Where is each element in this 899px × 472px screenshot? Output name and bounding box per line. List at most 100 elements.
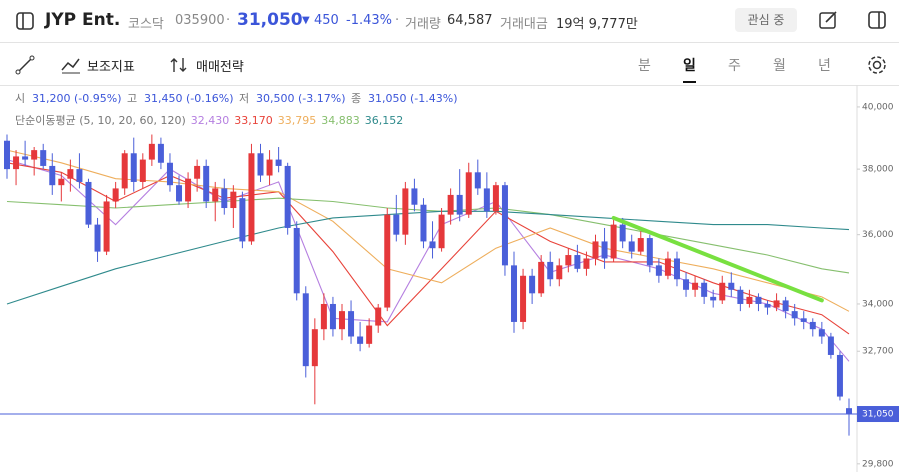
candle-body: [465, 172, 472, 215]
down-arrow: ▼: [302, 15, 310, 26]
candle-body: [628, 241, 635, 252]
candle-body: [302, 293, 309, 367]
candle-body: [818, 329, 825, 337]
candle-body: [130, 153, 137, 182]
candle-body: [166, 162, 173, 186]
period-tab[interactable]: 주: [728, 58, 741, 74]
candle-body: [592, 241, 599, 259]
market: 코스닥: [128, 17, 164, 32]
stock-name: JYP Ent.: [45, 10, 121, 30]
code: 035900: [175, 13, 225, 28]
candle-body: [474, 172, 481, 189]
candle-body: [248, 153, 255, 242]
period-tab[interactable]: 년: [818, 58, 831, 74]
sidebar-icon[interactable]: [16, 12, 34, 30]
ohlc-label: 시: [15, 92, 25, 105]
watch-button[interactable]: 관심 중: [735, 8, 797, 32]
change: 450: [314, 13, 339, 28]
candle-body: [103, 201, 110, 252]
candle-body: [773, 300, 780, 308]
ma-legend-value: 36,152: [365, 114, 404, 127]
draw-icon[interactable]: [818, 10, 838, 30]
candle-body: [49, 165, 56, 186]
separator: ·: [226, 13, 231, 28]
strategy-icon[interactable]: [168, 55, 192, 75]
volume: 64,587: [447, 13, 493, 28]
candle-body: [701, 282, 708, 297]
candle-body: [601, 241, 608, 259]
ma-legend-value: 32,430: [191, 114, 230, 127]
candle-body: [737, 289, 744, 304]
candle-body: [619, 224, 626, 242]
candle-body: [203, 165, 210, 202]
candle-body: [311, 329, 318, 367]
candle-body: [683, 279, 690, 290]
candle-body: [520, 275, 527, 322]
period-tab[interactable]: 월: [773, 58, 786, 74]
trendline: [611, 215, 824, 303]
candle-body: [583, 258, 590, 269]
candle-body: [574, 255, 581, 269]
candle-body: [782, 300, 789, 312]
period-tab[interactable]: 일: [683, 55, 696, 83]
candle-body: [13, 156, 20, 170]
candle-body: [719, 282, 726, 301]
strategy-button[interactable]: 매매전략: [196, 60, 244, 75]
candle-body: [58, 178, 65, 186]
candle-body: [447, 194, 454, 215]
price: 31,050: [237, 10, 303, 30]
candle-body: [764, 303, 771, 308]
candle-body: [320, 303, 327, 330]
candle-body: [438, 214, 445, 249]
candle-body: [176, 185, 183, 202]
change-pct: -1.43%: [346, 13, 392, 28]
candle-body: [212, 188, 219, 202]
candle-body: [194, 165, 201, 179]
ma-legend-value: 33,170: [234, 114, 273, 127]
candle-body: [710, 296, 717, 301]
candle-body: [565, 255, 572, 266]
candle-body: [728, 282, 735, 290]
y-tick-label: 40,000: [862, 102, 894, 112]
ma-legend-value: 34,883: [321, 114, 360, 127]
candle-body: [511, 265, 518, 322]
candle-body: [185, 178, 192, 202]
candle-body: [329, 303, 336, 330]
ohlc-label: 종: [351, 92, 361, 105]
candle-body: [257, 153, 264, 176]
candle-body: [402, 188, 409, 235]
candle-body: [366, 325, 373, 344]
last-price-label: 31,050: [862, 410, 894, 420]
y-tick-label: 34,000: [862, 299, 894, 309]
candle-body: [139, 159, 146, 182]
candle-body: [456, 194, 463, 215]
line-tool[interactable]: [15, 55, 35, 75]
candle-body: [76, 169, 83, 182]
candle-body: [384, 214, 391, 308]
y-tick-label: 36,000: [862, 230, 894, 240]
candle-body: [836, 354, 843, 397]
candle-body: [4, 140, 10, 170]
candle-body: [31, 150, 38, 160]
candle-body: [800, 318, 807, 322]
panel-icon[interactable]: [868, 11, 886, 29]
candle-body: [338, 311, 345, 330]
period-tab[interactable]: 분: [638, 58, 651, 74]
candle-body: [411, 188, 418, 205]
candle-body: [664, 258, 671, 276]
ohlc-value: 31,450 (-0.16%): [144, 92, 233, 105]
toolbar: 보조지표 매매전략 분 일 주 월 년: [0, 43, 899, 86]
candle-body: [393, 214, 400, 235]
indicator-icon[interactable]: [60, 55, 82, 75]
candle-body: [230, 191, 237, 209]
indicator-button[interactable]: 보조지표: [87, 60, 135, 75]
candle-body: [755, 296, 762, 304]
candle-body: [293, 227, 300, 294]
candle-body: [239, 198, 246, 242]
candle-body: [547, 261, 554, 280]
candle-body: [692, 282, 699, 290]
y-tick-label: 29,800: [862, 459, 894, 469]
settings-icon[interactable]: [866, 54, 888, 76]
ma-legend-value: 33,795: [278, 114, 317, 127]
